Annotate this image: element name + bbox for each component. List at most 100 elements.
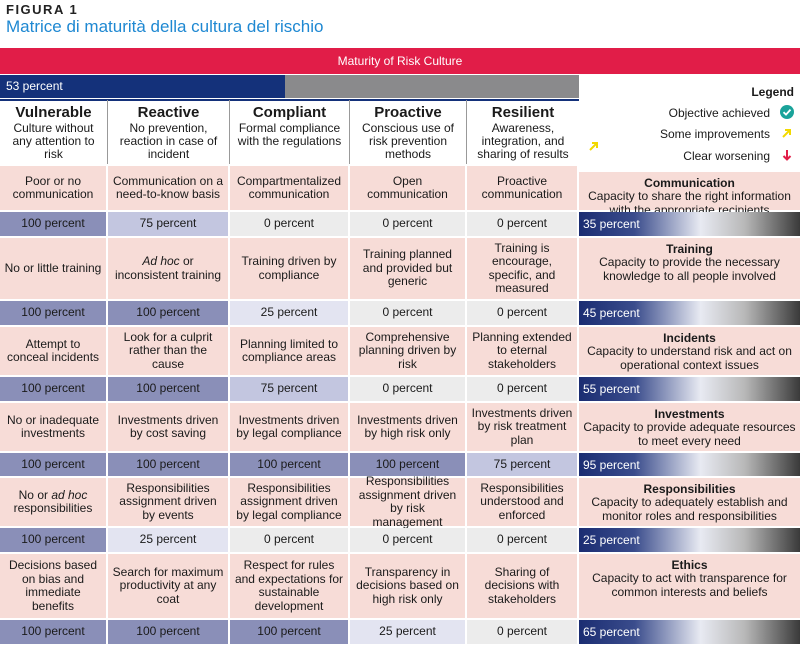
overall-progress-fill xyxy=(0,75,286,98)
score-label: 25 percent xyxy=(583,533,640,547)
dimension-training: Training Capacity to provide the necessar… xyxy=(579,238,800,301)
dimension-title: Responsibilities xyxy=(643,482,736,496)
score-gauge-communication: 35 percent xyxy=(579,212,800,238)
dimension-description: Capacity to act with transparence for co… xyxy=(592,571,787,599)
percent-cell-communication-4: 0 percent xyxy=(350,212,467,238)
level-description: No prevention, reaction in case of incid… xyxy=(119,121,218,161)
level-name: Proactive xyxy=(374,104,442,121)
percent-cell-ethics-1: 100 percent xyxy=(0,620,108,646)
maturity-cell-ethics-2: Search for maximum productivity at any c… xyxy=(108,554,230,620)
maturity-cell-ethics-3: Respect for rules and expectations for s… xyxy=(230,554,350,620)
level-name: Resilient xyxy=(491,104,555,121)
dimension-communication: Communication Capacity to share the right… xyxy=(579,172,800,216)
maturity-cell-training-4: Training planned and provided but generi… xyxy=(350,238,467,301)
dimension-title: Training xyxy=(666,242,713,256)
level-name: Compliant xyxy=(252,104,327,121)
percent-cell-responsibilities-2: 25 percent xyxy=(108,528,230,554)
maturity-cell-training-2: Ad hoc or inconsistent training xyxy=(108,238,230,301)
legend: Legend Objective achieved Some improveme… xyxy=(579,75,800,170)
percent-cell-responsibilities-3: 0 percent xyxy=(230,528,350,554)
header-divider xyxy=(0,99,579,101)
figure-title: Matrice di maturità della cultura del ri… xyxy=(6,17,324,36)
level-description: Conscious use of risk prevention methods xyxy=(361,121,455,161)
score-label: 95 percent xyxy=(583,458,640,472)
dimension-description: Capacity to adequately establish and mon… xyxy=(591,495,788,523)
percent-cell-investments-1: 100 percent xyxy=(0,453,108,478)
dimension-incidents: Incidents Capacity to understand risk and… xyxy=(579,327,800,377)
dimension-description: Capacity to provide the necessary knowle… xyxy=(599,255,780,283)
level-header-resilient: Resilient Awareness, integration, and sha… xyxy=(467,100,579,164)
maturity-cell-investments-2: Investments driven by cost saving xyxy=(108,403,230,453)
percent-cell-ethics-3: 100 percent xyxy=(230,620,350,646)
dimension-title: Incidents xyxy=(663,331,716,345)
percent-cell-investments-4: 100 percent xyxy=(350,453,467,478)
improvement-arrow-icon xyxy=(589,142,598,151)
maturity-cell-ethics-4: Transparency in decisions based on high … xyxy=(350,554,467,620)
percent-cell-communication-3: 0 percent xyxy=(230,212,350,238)
percent-cell-incidents-2: 100 percent xyxy=(108,377,230,403)
percent-cell-incidents-3: 75 percent xyxy=(230,377,350,403)
percent-cell-training-1: 100 percent xyxy=(0,301,108,327)
arrow-down-icon xyxy=(782,150,792,161)
maturity-cell-investments-5: Investments driven by risk treatment pla… xyxy=(467,403,579,453)
score-gauge-responsibilities: 25 percent xyxy=(579,528,800,554)
maturity-cell-communication-4: Open communication xyxy=(350,166,467,212)
maturity-cell-investments-4: Investments driven by high risk only xyxy=(350,403,467,453)
legend-title: Legend xyxy=(751,85,794,99)
score-gauge-incidents: 55 percent xyxy=(579,377,800,403)
maturity-cell-responsibilities-4: Responsibilities assignment driven by ri… xyxy=(350,474,467,528)
percent-cell-incidents-5: 0 percent xyxy=(467,377,579,403)
percent-cell-ethics-4: 25 percent xyxy=(350,620,467,646)
percent-cell-responsibilities-1: 100 percent xyxy=(0,528,108,554)
maturity-cell-training-5: Training is encourage, specific, and mea… xyxy=(467,238,579,301)
percent-cell-training-2: 100 percent xyxy=(108,301,230,327)
check-circle-icon xyxy=(780,105,794,119)
level-name: Reactive xyxy=(137,104,200,121)
level-name: Vulnerable xyxy=(15,104,92,121)
maturity-cell-training-1: No or little training xyxy=(0,238,108,301)
percent-cell-incidents-4: 0 percent xyxy=(350,377,467,403)
dimension-title: Ethics xyxy=(671,558,708,572)
percent-cell-communication-1: 100 percent xyxy=(0,212,108,238)
dimension-description: Capacity to provide adequate resources t… xyxy=(583,420,796,448)
score-label: 65 percent xyxy=(583,625,640,639)
dimension-investments: Investments Capacity to provide adequate … xyxy=(579,403,800,453)
maturity-cell-ethics-1: Decisions based on bias and immediate be… xyxy=(0,554,108,620)
percent-cell-ethics-2: 100 percent xyxy=(108,620,230,646)
percent-cell-ethics-5: 0 percent xyxy=(467,620,579,646)
maturity-cell-responsibilities-5: Responsibilities understood and enforced xyxy=(467,478,579,528)
legend-some-improvements: Some improvements xyxy=(659,127,770,141)
level-description: Culture without any attention to risk xyxy=(12,121,95,161)
maturity-cell-incidents-4: Comprehensive planning driven by risk xyxy=(350,327,467,377)
overall-progress-label: 53 percent xyxy=(6,79,63,93)
dimension-title: Communication xyxy=(644,176,735,190)
dimension-description: Capacity to understand risk and act on o… xyxy=(587,344,792,372)
percent-cell-investments-5: 75 percent xyxy=(467,453,579,478)
level-header-proactive: Proactive Conscious use of risk preventio… xyxy=(350,100,467,164)
dimension-responsibilities: Responsibilities Capacity to adequately e… xyxy=(579,478,800,528)
score-gauge-ethics: 65 percent xyxy=(579,620,800,646)
percent-cell-training-5: 0 percent xyxy=(467,301,579,327)
maturity-cell-responsibilities-2: Responsibilities assignment driven by ev… xyxy=(108,478,230,528)
legend-clear-worsening: Clear worsening xyxy=(683,149,770,163)
percent-cell-investments-2: 100 percent xyxy=(108,453,230,478)
maturity-cell-investments-1: No or inadequate investments xyxy=(0,403,108,453)
level-header-compliant: Compliant Formal compliance with the regu… xyxy=(230,100,350,164)
score-gauge-training: 45 percent xyxy=(579,301,800,327)
percent-cell-responsibilities-4: 0 percent xyxy=(350,528,467,554)
maturity-cell-responsibilities-3: Responsibilities assignment driven by le… xyxy=(230,478,350,528)
arrow-up-right-icon xyxy=(782,129,791,138)
maturity-cell-incidents-1: Attempt to conceal incidents xyxy=(0,327,108,377)
maturity-cell-responsibilities-1: No or ad hoc responsibilities xyxy=(0,478,108,528)
level-header-vulnerable: Vulnerable Culture without any attention … xyxy=(0,100,108,164)
dimension-ethics: Ethics Capacity to act with transparence … xyxy=(579,554,800,620)
dimension-title: Investments xyxy=(654,407,725,421)
figure-label: FIGURA 1 xyxy=(6,2,79,17)
level-description: Formal compliance with the regulations xyxy=(237,121,342,148)
maturity-cell-training-3: Training driven by compliance xyxy=(230,238,350,301)
maturity-cell-communication-2: Communication on a need-to-know basis xyxy=(108,166,230,212)
percent-cell-training-3: 25 percent xyxy=(230,301,350,327)
maturity-banner: Maturity of Risk Culture xyxy=(0,48,800,74)
level-description: Awareness, integration, and sharing of r… xyxy=(477,121,569,161)
maturity-cell-communication-3: Compartmentalized communication xyxy=(230,166,350,212)
